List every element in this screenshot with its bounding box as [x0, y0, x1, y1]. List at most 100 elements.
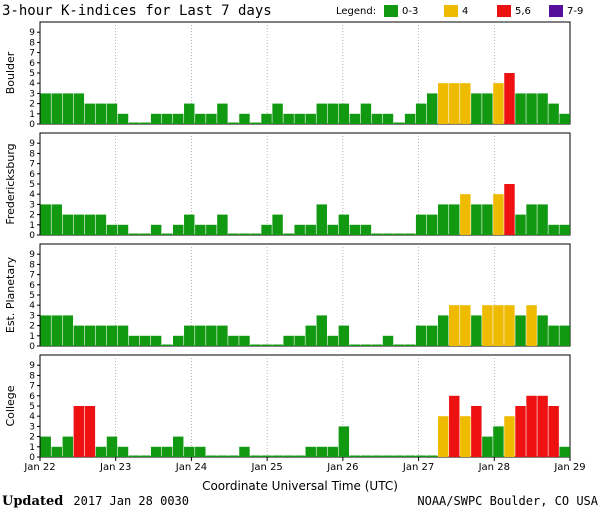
y-tick-label: 7	[29, 271, 35, 281]
x-tick-label: Jan 23	[99, 462, 131, 473]
k-index-bar	[471, 315, 482, 346]
y-tick-label: 1	[29, 221, 35, 231]
k-index-bar	[150, 113, 162, 124]
k-index-bar	[106, 325, 118, 346]
k-index-bar	[449, 395, 460, 457]
x-tick-label: Jan 24	[175, 462, 207, 473]
y-tick-label: 9	[29, 28, 35, 38]
k-index-bar	[559, 446, 570, 457]
k-index-bar	[504, 416, 515, 457]
k-index-bar	[272, 103, 283, 124]
k-index-bar	[438, 416, 449, 457]
y-tick-label: 1	[29, 443, 35, 453]
k-index-bar	[438, 204, 449, 235]
k-index-bar	[150, 446, 162, 457]
k-index-bar	[283, 113, 294, 124]
k-index-bar	[537, 204, 548, 235]
y-tick-label: 0	[29, 453, 35, 463]
k-index-bar	[128, 455, 140, 457]
k-index-bar	[195, 113, 206, 124]
k-index-bar	[305, 325, 316, 346]
k-index-bar	[526, 204, 537, 235]
y-tick-label: 7	[29, 160, 35, 170]
k-index-bar	[327, 446, 339, 457]
k-index-bar	[161, 344, 173, 346]
k-index-bar	[128, 335, 140, 346]
panel-label: Fredericksburg	[4, 143, 17, 224]
k-index-bar	[515, 406, 526, 457]
legend: Legend: 0-3 4 5,6 7-9	[336, 5, 583, 17]
y-tick-label: 8	[29, 149, 35, 159]
k-index-bar	[471, 406, 482, 457]
k-index-bar	[206, 455, 217, 457]
y-tick-label: 2	[29, 211, 35, 221]
k-index-bar	[294, 335, 305, 346]
k-index-bar	[272, 214, 283, 235]
k-index-bar	[548, 103, 559, 124]
k-index-bar	[117, 446, 129, 457]
k-index-bar	[217, 214, 228, 235]
k-index-bar	[460, 305, 471, 346]
k-index-bar	[548, 224, 559, 235]
y-tick-label: 9	[29, 139, 35, 149]
y-tick-label: 0	[29, 231, 35, 241]
k-index-bar	[173, 224, 184, 235]
k-index-bar	[482, 204, 493, 235]
k-index-bar	[316, 204, 327, 235]
k-index-bar	[393, 344, 405, 346]
k-index-bar	[382, 335, 394, 346]
updated-timestamp: 2017 Jan 28 0030	[73, 494, 189, 508]
k-index-bar	[426, 325, 438, 346]
k-index-bar	[404, 344, 416, 346]
k-index-bar	[371, 233, 383, 235]
k-index-bar	[84, 214, 96, 235]
k-index-bar	[239, 113, 250, 124]
k-index-bar	[338, 214, 350, 235]
y-tick-label: 1	[29, 110, 35, 120]
k-index-bar	[117, 224, 129, 235]
k-index-bar	[95, 103, 107, 124]
panel-label: Est. Planetary	[4, 256, 17, 333]
k-index-bar	[393, 455, 405, 457]
k-index-bar	[128, 122, 140, 124]
y-tick-label: 7	[29, 49, 35, 59]
k-index-bar	[415, 325, 427, 346]
k-index-bar	[426, 214, 438, 235]
k-index-bar	[460, 194, 471, 235]
k-index-bar	[106, 436, 118, 457]
k-index-bar	[184, 325, 195, 346]
y-tick-label: 7	[29, 382, 35, 392]
k-index-bar	[294, 113, 305, 124]
k-index-bar	[95, 446, 107, 457]
credit-text: NOAA/SWPC Boulder, CO USA	[417, 494, 598, 508]
y-tick-label: 5	[29, 291, 35, 301]
k-index-bar	[504, 305, 515, 346]
k-index-bar	[139, 233, 151, 235]
y-tick-label: 3	[29, 200, 35, 210]
x-tick-label: Jan 25	[250, 462, 282, 473]
k-index-bar	[40, 436, 51, 457]
k-index-bar	[493, 194, 504, 235]
legend-swatch-5-6	[497, 5, 511, 17]
k-index-bar	[482, 93, 493, 124]
k-index-bar	[360, 224, 372, 235]
k-index-bar	[117, 113, 129, 124]
panel-frame	[39, 354, 571, 458]
k-index-bar	[239, 446, 250, 457]
k-index-bar	[493, 426, 504, 457]
k-index-bar	[537, 395, 548, 457]
k-index-bar	[161, 113, 173, 124]
k-index-bar	[95, 325, 107, 346]
k-index-bar	[371, 113, 383, 124]
y-tick-label: 1	[29, 332, 35, 342]
k-index-bar	[51, 93, 62, 124]
k-index-bar	[393, 122, 405, 124]
k-index-bar	[206, 325, 217, 346]
legend-swatch-7-9	[549, 5, 563, 17]
y-tick-label: 4	[29, 412, 35, 422]
k-index-bar	[250, 344, 261, 346]
k-index-bar	[515, 214, 526, 235]
